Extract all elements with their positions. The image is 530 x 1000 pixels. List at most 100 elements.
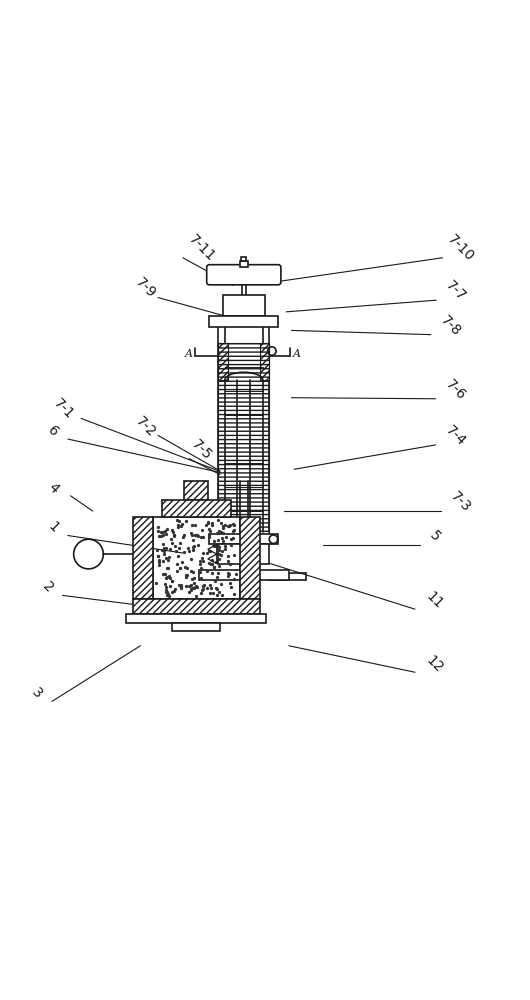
Point xyxy=(213,569,222,585)
Text: 7-1: 7-1 xyxy=(51,396,76,422)
Point xyxy=(188,571,196,587)
Point xyxy=(214,542,223,558)
Point xyxy=(153,519,162,535)
Point xyxy=(210,559,218,575)
Text: 5: 5 xyxy=(427,528,443,544)
Point xyxy=(218,520,227,536)
Point xyxy=(181,559,189,575)
Point xyxy=(168,573,176,589)
Point xyxy=(189,539,197,555)
Point xyxy=(187,581,195,597)
Point xyxy=(211,573,219,589)
Point xyxy=(205,527,214,543)
Bar xyxy=(172,623,220,631)
Point xyxy=(156,524,165,540)
Text: 7-11: 7-11 xyxy=(186,232,217,264)
Point xyxy=(197,550,206,566)
Point xyxy=(200,577,208,593)
Point xyxy=(173,512,181,528)
Point xyxy=(202,580,211,596)
Bar xyxy=(199,570,289,580)
Point xyxy=(208,515,216,531)
Text: 7-3: 7-3 xyxy=(448,489,474,514)
Point xyxy=(181,513,190,529)
Point xyxy=(178,529,187,545)
Point xyxy=(232,566,240,582)
Point xyxy=(170,583,178,599)
Point xyxy=(209,585,218,601)
Point xyxy=(180,527,189,543)
Point xyxy=(162,550,170,566)
Point xyxy=(212,580,220,596)
Point xyxy=(220,541,229,557)
Point xyxy=(153,523,162,539)
Point xyxy=(162,570,171,586)
Point xyxy=(164,560,172,576)
Point xyxy=(180,544,188,560)
Point xyxy=(183,540,192,556)
Point xyxy=(227,536,235,552)
Point xyxy=(163,521,171,537)
Bar xyxy=(184,481,208,500)
Point xyxy=(206,585,214,601)
Point xyxy=(196,560,205,576)
Text: 3: 3 xyxy=(29,685,45,701)
Text: 7-5: 7-5 xyxy=(189,437,214,463)
Point xyxy=(167,535,176,551)
Point xyxy=(193,537,202,553)
Point xyxy=(187,582,195,598)
Text: 12: 12 xyxy=(423,653,446,675)
Point xyxy=(206,577,214,593)
Point xyxy=(165,549,173,565)
Point xyxy=(163,569,172,585)
Point xyxy=(225,518,233,534)
Point xyxy=(174,519,183,535)
Point xyxy=(219,525,227,541)
Point xyxy=(181,578,190,594)
Text: A: A xyxy=(185,349,193,359)
Point xyxy=(229,516,237,532)
Point xyxy=(167,522,176,538)
Bar xyxy=(241,257,246,261)
Point xyxy=(226,556,235,572)
Point xyxy=(191,527,200,543)
Point xyxy=(184,578,193,594)
Point xyxy=(197,570,206,586)
Point xyxy=(176,577,185,593)
Point xyxy=(192,588,200,604)
Point xyxy=(216,576,225,592)
Point xyxy=(215,558,223,574)
Point xyxy=(224,553,232,569)
Point xyxy=(159,524,167,540)
Point xyxy=(153,542,161,558)
Text: 2: 2 xyxy=(40,579,56,595)
Text: 7-2: 7-2 xyxy=(133,414,158,440)
Point xyxy=(199,581,207,597)
Point xyxy=(157,528,165,544)
Polygon shape xyxy=(225,544,250,564)
Point xyxy=(172,543,181,559)
Point xyxy=(165,588,173,604)
Point xyxy=(192,527,201,543)
Point xyxy=(176,560,184,576)
Point xyxy=(173,548,182,564)
Point xyxy=(218,587,227,603)
Point xyxy=(187,577,195,593)
Point xyxy=(208,517,216,533)
Point xyxy=(220,517,229,533)
Point xyxy=(226,575,235,591)
Point xyxy=(229,522,238,538)
Point xyxy=(175,513,184,529)
Bar xyxy=(126,614,266,623)
Point xyxy=(161,566,170,582)
Point xyxy=(204,514,212,530)
Point xyxy=(189,570,198,586)
Point xyxy=(184,584,193,600)
Point xyxy=(213,525,221,541)
Bar xyxy=(209,316,278,327)
Point xyxy=(227,537,235,553)
Point xyxy=(153,548,162,564)
Point xyxy=(218,543,226,559)
Point xyxy=(161,576,169,592)
Point xyxy=(170,527,179,543)
